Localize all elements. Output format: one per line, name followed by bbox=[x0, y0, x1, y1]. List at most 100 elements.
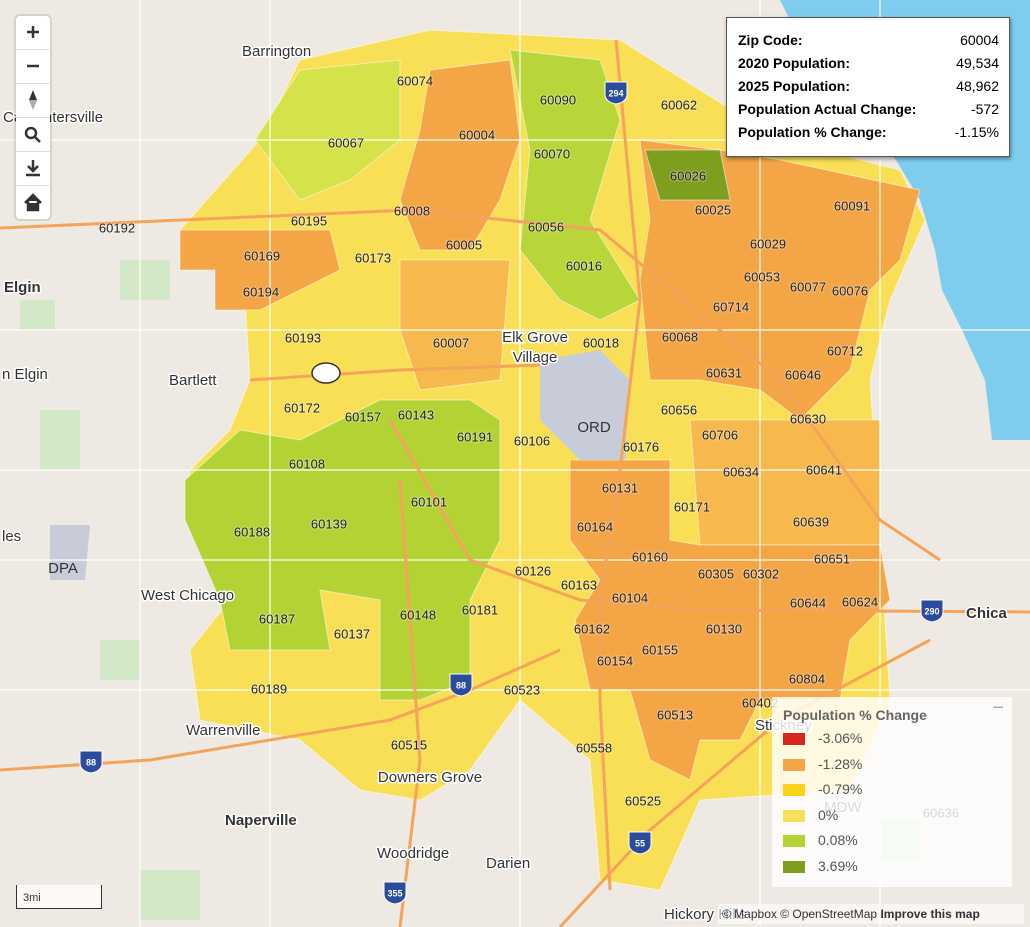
legend-label: -1.28% bbox=[818, 755, 863, 772]
zip-label: 60108 bbox=[289, 456, 325, 471]
zip-label: 60558 bbox=[576, 740, 612, 755]
zip-label: 60155 bbox=[642, 642, 678, 657]
zip-label: 60194 bbox=[243, 284, 279, 299]
parks bbox=[20, 260, 920, 920]
place-label: Warrenville bbox=[186, 722, 260, 739]
zoom-out-button[interactable] bbox=[16, 50, 50, 84]
legend-swatch bbox=[783, 835, 805, 848]
download-button[interactable] bbox=[16, 152, 50, 186]
place-label: Darien bbox=[486, 855, 530, 872]
zip-label: 60656 bbox=[661, 402, 697, 417]
info-label: Population % Change: bbox=[738, 124, 887, 140]
legend-swatch bbox=[783, 861, 805, 873]
shield-label: 55 bbox=[635, 838, 645, 848]
zip-label: 60630 bbox=[790, 411, 826, 426]
scale-bar: 3mi bbox=[16, 885, 102, 909]
zip-label: 60148 bbox=[400, 607, 436, 622]
zip-label: 60074 bbox=[397, 73, 433, 88]
interstate-shield bbox=[604, 81, 628, 105]
zip-label: 60143 bbox=[398, 407, 434, 422]
zip-label: 60104 bbox=[612, 590, 648, 605]
info-value: 49,534 bbox=[956, 55, 999, 71]
info-box: Zip Code: 60004 2020 Population: 49,534 2025… bbox=[726, 17, 1010, 157]
place-label: les bbox=[2, 528, 21, 545]
zip-label: 60169 bbox=[244, 248, 280, 263]
info-label: Zip Code: bbox=[738, 32, 803, 48]
place-label: Woodridge bbox=[377, 845, 449, 862]
interstate-shield bbox=[920, 599, 944, 623]
zip-label: 60187 bbox=[259, 611, 295, 626]
zip-label: 60188 bbox=[234, 524, 270, 539]
airport bbox=[540, 350, 630, 460]
place-label: Elgin bbox=[4, 279, 41, 296]
zip-label: 60077 bbox=[790, 279, 826, 294]
info-label: 2025 Population: bbox=[738, 78, 851, 94]
legend-label: -3.06% bbox=[818, 730, 863, 746]
info-row: 2025 Population: 48,962 bbox=[738, 78, 999, 98]
place-label: n Elgin bbox=[2, 366, 48, 383]
zip-label: 60018 bbox=[583, 335, 619, 350]
zip-label: 60164 bbox=[577, 519, 613, 534]
zip-label: 60056 bbox=[528, 219, 564, 234]
shield-label: 88 bbox=[86, 757, 96, 767]
legend-swatch bbox=[783, 733, 805, 745]
zip-label: 60053 bbox=[744, 269, 780, 284]
zip-label: 60195 bbox=[291, 213, 327, 228]
info-value: 60004 bbox=[960, 32, 999, 48]
info-row: Population % Change: -1.15% bbox=[738, 124, 999, 144]
place-label: Naperville bbox=[225, 812, 297, 829]
place-label: Bartlett bbox=[169, 372, 217, 389]
legend-label: 0% bbox=[818, 806, 839, 823]
zip-label: 60644 bbox=[790, 595, 826, 610]
zip-label: 60016 bbox=[566, 258, 602, 273]
zip-label: 60173 bbox=[355, 250, 391, 265]
info-value: 48,962 bbox=[956, 78, 999, 94]
interstate-shield bbox=[383, 881, 407, 905]
compass-button[interactable] bbox=[16, 84, 50, 118]
interstate-shield bbox=[628, 831, 652, 855]
place-label: Elk Grove bbox=[502, 329, 568, 346]
zip-label: 60651 bbox=[814, 551, 850, 566]
shield-label: 88 bbox=[456, 680, 466, 690]
info-row: Population Actual Change: -572 bbox=[738, 101, 999, 121]
search-button[interactable] bbox=[16, 118, 50, 152]
zip-label: 60302 bbox=[743, 566, 779, 581]
place-label: Village bbox=[513, 349, 558, 366]
zip-label: 60091 bbox=[834, 198, 870, 213]
zip-label: 60646 bbox=[785, 367, 821, 382]
place-label: ORD bbox=[577, 419, 611, 436]
zip-label: 60192 bbox=[99, 220, 135, 235]
zip-label: 60624 bbox=[842, 594, 878, 609]
legend-collapse[interactable]: − bbox=[992, 697, 1004, 719]
zip-label: 60639 bbox=[793, 514, 829, 529]
zip-label: 60101 bbox=[411, 494, 447, 509]
place-label: Chica bbox=[966, 605, 1008, 622]
zip-label: 60191 bbox=[457, 429, 493, 444]
zip-label: 60070 bbox=[534, 146, 570, 161]
place-label: Downers Grove bbox=[378, 769, 482, 786]
place-label: West Chicago bbox=[141, 587, 234, 604]
zip-label: 60641 bbox=[806, 462, 842, 477]
shield-label: 290 bbox=[924, 606, 939, 616]
zip-label: 60008 bbox=[394, 203, 430, 218]
zip-label: 60181 bbox=[462, 602, 498, 617]
zip-label: 60189 bbox=[251, 681, 287, 696]
zip-label: 60137 bbox=[334, 626, 370, 641]
zip-label: 60712 bbox=[827, 343, 863, 358]
zip-label: 60004 bbox=[459, 127, 495, 142]
zip-label: 60525 bbox=[625, 793, 661, 808]
interstate-shield bbox=[449, 673, 473, 697]
zip-label: 60160 bbox=[632, 549, 668, 564]
improve-map-link[interactable]: Improve this map bbox=[880, 907, 980, 921]
zip-label: 60523 bbox=[504, 682, 540, 697]
zip-label: 60157 bbox=[345, 409, 381, 424]
zip-label: 60804 bbox=[789, 671, 825, 686]
zip-label: 60025 bbox=[695, 202, 731, 217]
zip-label: 60139 bbox=[311, 516, 347, 531]
zip-label: 60007 bbox=[433, 335, 469, 350]
home-button[interactable] bbox=[16, 186, 50, 219]
route-shield bbox=[311, 362, 341, 384]
zip-label: 60062 bbox=[661, 97, 697, 112]
zoom-in-button[interactable] bbox=[16, 16, 50, 50]
